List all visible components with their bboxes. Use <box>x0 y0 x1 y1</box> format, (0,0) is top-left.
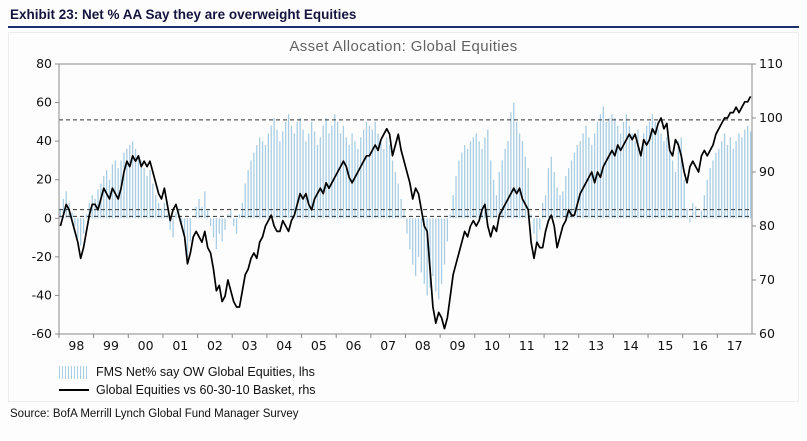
legend-label-line: Global Equities vs 60-30-10 Basket, rhs <box>96 383 316 397</box>
source-note: Source: BofA Merrill Lynch Global Fund M… <box>10 408 299 420</box>
x-axis-year-label: 14 <box>623 338 639 353</box>
x-axis-year-label: 05 <box>311 338 327 353</box>
right-axis-tick-label: 100 <box>759 110 783 125</box>
line-series-swatch-icon <box>59 389 89 391</box>
x-axis-year-label: 98 <box>68 338 84 353</box>
x-axis-year-label: 99 <box>103 338 119 353</box>
left-axis-tick-label: 0 <box>44 210 52 225</box>
chart-title: Asset Allocation: Global Equities <box>289 38 518 55</box>
right-axis-tick-label: 70 <box>759 272 775 287</box>
x-axis-year-label: 12 <box>553 338 569 353</box>
line-series <box>59 95 752 330</box>
left-axis-tick-label: 60 <box>36 95 52 110</box>
x-axis-year-label: 08 <box>415 338 431 353</box>
right-axis-tick-label: 80 <box>759 218 775 233</box>
left-axis-tick-label: 40 <box>36 133 52 148</box>
legend-label-bars: FMS Net% say OW Global Equities, lhs <box>96 365 315 379</box>
x-axis-year-label: 13 <box>588 338 604 353</box>
x-axis-year-label: 07 <box>380 338 396 353</box>
x-axis-year-label: 02 <box>207 338 223 353</box>
x-axis-year-label: 09 <box>450 338 466 353</box>
bar-series-swatch-icon <box>59 365 89 379</box>
left-axis-tick-label: -40 <box>32 287 52 302</box>
legend-item-line: Global Equities vs 60-30-10 Basket, rhs <box>59 381 794 399</box>
x-axis-year-label: 00 <box>138 338 154 353</box>
left-axis-tick-label: -60 <box>32 326 52 341</box>
x-axis-year-label: 01 <box>172 338 188 353</box>
chart-legend: FMS Net% say OW Global Equities, lhs Glo… <box>59 363 794 399</box>
x-axis-year-label: 16 <box>692 338 708 353</box>
plot-frame <box>58 63 753 335</box>
left-axis-tick-label: 20 <box>36 172 52 187</box>
left-axis-tick-label: 80 <box>36 56 52 71</box>
chart-card: Asset Allocation: Global Equities 80 60 40… <box>8 32 799 402</box>
x-axis-year-label: 17 <box>727 338 743 353</box>
legend-item-bars: FMS Net% say OW Global Equities, lhs <box>59 363 794 381</box>
x-axis-year-label: 15 <box>657 338 673 353</box>
x-axis-year-label: 11 <box>519 338 535 353</box>
left-axis-tick-label: -20 <box>32 249 52 264</box>
x-axis-year-label: 06 <box>346 338 362 353</box>
right-axis-tick-label: 60 <box>759 326 775 341</box>
exhibit-title: Exhibit 23: Net % AA Say they are overwe… <box>8 5 799 28</box>
right-axis-tick-label: 90 <box>759 164 775 179</box>
right-axis-tick-label: 110 <box>759 56 783 71</box>
chart-plot: 80 60 40 20 0 -20 -40 -60 110 100 90 80 70 60 98 99 00 01… <box>32 56 783 353</box>
x-axis-year-label: 10 <box>484 338 500 353</box>
x-axis-year-label: 04 <box>276 338 292 353</box>
x-axis-year-label: 03 <box>242 338 258 353</box>
